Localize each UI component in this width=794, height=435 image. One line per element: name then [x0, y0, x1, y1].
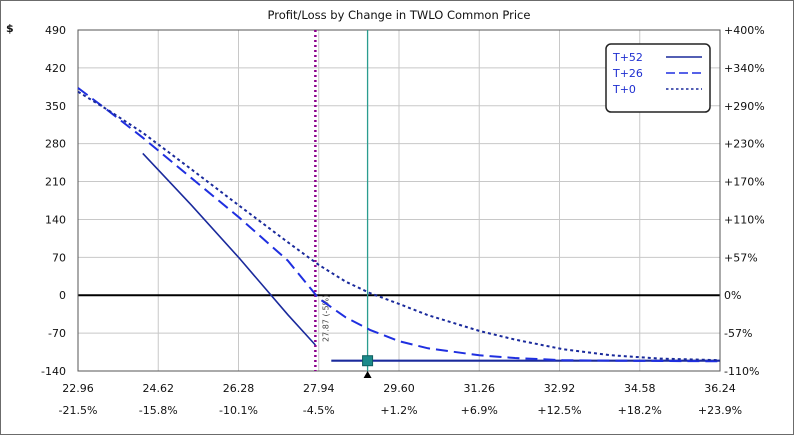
x-tick-label: 34.58: [624, 382, 656, 395]
y-tick-label: 0: [59, 289, 66, 302]
y-tick-label: 420: [45, 62, 66, 75]
x-tick-label: 22.96: [62, 382, 94, 395]
legend-label: T+26: [612, 67, 643, 80]
x-tick-pct-label: +6.9%: [461, 404, 498, 417]
x-tick-pct-label: -4.5%: [303, 404, 335, 417]
legend-label: T+0: [612, 83, 636, 96]
y-tick-label: 280: [45, 138, 66, 151]
y-tick-label: 490: [45, 24, 66, 37]
x-tick-label: 24.62: [143, 382, 175, 395]
x-tick-pct-label: +18.2%: [618, 404, 662, 417]
y-tick-label: 70: [52, 251, 66, 264]
series-line-tplus26: [77, 87, 721, 363]
y-right-tick-label: -57%: [724, 327, 752, 340]
x-tick-pct-label: +23.9%: [698, 404, 742, 417]
y-axis-label: $: [6, 22, 14, 35]
series-line-tplus0: [77, 90, 721, 362]
current-price-pointer: [363, 371, 372, 378]
x-tick-label: 31.26: [464, 382, 496, 395]
series-line-tplus52: [142, 152, 316, 346]
y-right-tick-label: +110%: [724, 213, 765, 226]
y-right-tick-label: +400%: [724, 24, 765, 37]
y-right-tick-label: +57%: [724, 251, 758, 264]
x-tick-pct-label: +1.2%: [380, 404, 417, 417]
x-tick-label: 27.94: [303, 382, 335, 395]
breakeven-label: 27.87 (-5%): [321, 295, 330, 342]
x-tick-label: 36.24: [704, 382, 736, 395]
y-right-tick-label: -110%: [724, 365, 759, 378]
y-right-tick-label: +340%: [724, 62, 765, 75]
y-right-tick-label: +290%: [724, 100, 765, 113]
x-tick-pct-label: -10.1%: [219, 404, 258, 417]
chart-title: Profit/Loss by Change in TWLO Common Pri…: [268, 8, 531, 22]
y-tick-label: 350: [45, 100, 66, 113]
x-tick-pct-label: +12.5%: [537, 404, 581, 417]
current-price-marker: [362, 355, 374, 367]
y-right-tick-label: +170%: [724, 176, 765, 189]
y-right-tick-label: +230%: [724, 138, 765, 151]
x-tick-label: 32.92: [544, 382, 576, 395]
plot-frame: [77, 29, 721, 372]
y-right-tick-label: 0%: [724, 289, 741, 302]
x-tick-pct-label: -15.8%: [139, 404, 178, 417]
x-tick-label: 26.28: [223, 382, 255, 395]
y-tick-label: -70: [48, 327, 66, 340]
x-tick-label: 29.60: [383, 382, 415, 395]
y-tick-label: -140: [41, 365, 66, 378]
y-tick-label: 210: [45, 176, 66, 189]
y-tick-label: 140: [45, 213, 66, 226]
legend-box: [605, 43, 711, 113]
x-tick-pct-label: -21.5%: [59, 404, 98, 417]
legend-label: T+52: [612, 51, 643, 64]
